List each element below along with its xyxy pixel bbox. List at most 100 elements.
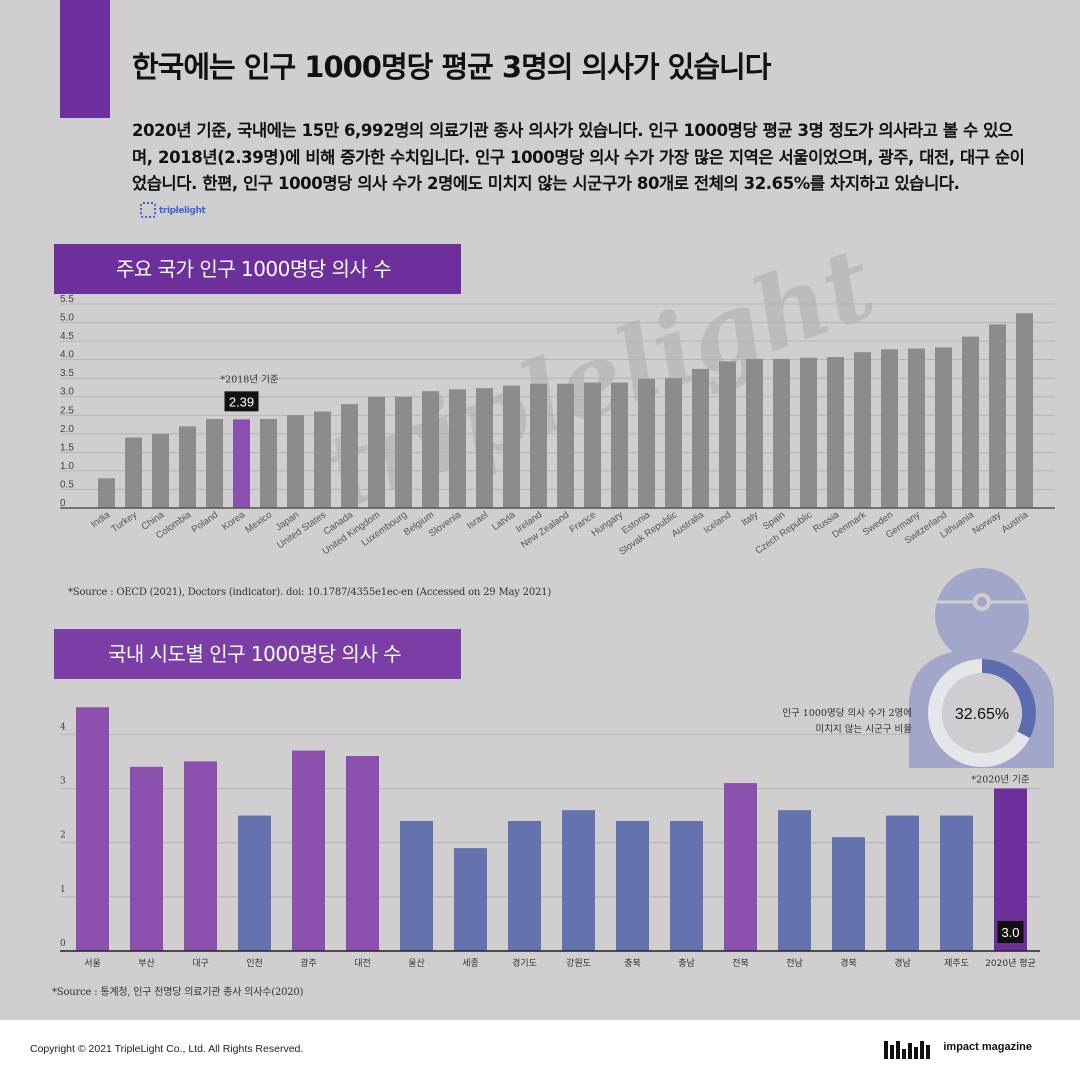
region-bar <box>940 815 973 951</box>
y-tick-label: 4 <box>60 722 66 732</box>
x-tick-label: 경남 <box>894 957 911 969</box>
bar-czech-republic <box>800 357 817 508</box>
region-bar <box>400 821 433 951</box>
x-tick-label: 부산 <box>138 958 155 969</box>
bar-austria <box>1016 313 1033 508</box>
x-tick-label: 전북 <box>732 958 749 969</box>
bar-australia <box>692 368 709 508</box>
region-bar <box>562 810 595 951</box>
bar-norway <box>989 324 1006 508</box>
region-bar <box>886 815 919 951</box>
bar-japan <box>287 415 304 508</box>
bar-colombia <box>179 426 196 508</box>
x-tick-label: 인천 <box>246 958 263 969</box>
donut-slice <box>982 659 1036 738</box>
bar-switzerland <box>935 347 952 508</box>
y-tick-label: 4.5 <box>60 331 74 342</box>
bar-italy <box>746 358 763 508</box>
highlight-label-box <box>224 391 259 412</box>
description-text: 2020년 기준, 국내에는 15만 6,992명의 의료기관 종사 의사가 있… <box>132 121 1025 193</box>
doctor-mirror-inner <box>977 597 987 607</box>
bar-united-states <box>314 411 331 508</box>
region-bar <box>508 821 541 951</box>
x-tick-label: 충남 <box>678 958 695 969</box>
region-bar <box>832 837 865 951</box>
x-tick-label: 제주도 <box>944 958 969 969</box>
highlight-note: *2018년 기준 <box>220 374 278 385</box>
region-bar <box>76 707 109 951</box>
x-tick-label: 경기도 <box>512 957 537 969</box>
region-bar <box>130 766 163 951</box>
x-tick-label: 충북 <box>624 958 641 969</box>
bar-latvia <box>503 385 520 508</box>
bar-slovenia <box>449 389 466 508</box>
region-bar <box>238 815 271 951</box>
bar-india <box>98 478 115 508</box>
bar-hungary <box>611 382 628 508</box>
donut-value-label: 32.65% <box>955 706 1009 723</box>
y-tick-label: 0 <box>60 498 66 509</box>
bar-poland <box>206 418 223 508</box>
bar-turkey <box>125 437 142 508</box>
bar-israel <box>476 388 493 508</box>
region-bar <box>670 821 703 951</box>
footer: Copyright © 2021 TripleLight Co., Ltd. A… <box>0 1020 1080 1080</box>
y-tick-label: 3.0 <box>60 387 74 398</box>
x-tick-label: 서울 <box>84 958 101 969</box>
region-chart-header: 국내 시도별 인구 1000명당 의사 수 <box>54 629 461 679</box>
y-tick-label: 5.5 <box>60 294 74 305</box>
highlight-label-box <box>997 921 1024 943</box>
y-tick-label: 3.5 <box>60 368 74 379</box>
region-bar <box>292 750 325 951</box>
region-bar <box>184 761 217 951</box>
doctor-head-icon <box>935 568 1029 662</box>
accent-bar <box>60 0 110 118</box>
y-tick-label: 2.0 <box>60 424 74 435</box>
x-tick-label: 전남 <box>786 958 803 969</box>
x-tick-label: 세종 <box>462 958 479 969</box>
x-tick-label: 광주 <box>300 957 317 969</box>
region-bar <box>616 821 649 951</box>
triplelight-logo-text: triplelight <box>159 205 206 216</box>
y-tick-label: 1.5 <box>60 442 74 453</box>
highlight-value-label: 3.0 <box>1001 925 1019 940</box>
bar-mexico <box>260 418 277 508</box>
x-tick-label: 경북 <box>840 957 857 969</box>
x-tick-label: 울산 <box>408 958 425 969</box>
donut-caption: 인구 1000명당 의사 수가 2명에 미치지 않는 시군구 비율 <box>782 708 912 735</box>
donut-hole <box>942 673 1022 753</box>
y-tick-label: 5.0 <box>60 313 74 324</box>
bar-iceland <box>719 361 736 508</box>
y-tick-label: 1.0 <box>60 461 74 472</box>
bar-spain <box>773 358 790 508</box>
copyright: Copyright © 2021 TripleLight Co., Ltd. A… <box>30 1043 304 1055</box>
bar-korea <box>233 419 250 508</box>
y-tick-label: 0.5 <box>60 479 74 490</box>
triplelight-logo-icon <box>140 202 156 219</box>
country-chart-header: 주요 국가 인구 1000명당 의사 수 <box>54 244 461 294</box>
country-chart-source: *Source : OECD (2021), Doctors (indicato… <box>68 587 552 598</box>
region-chart-source: *Source : 통계청, 인구 천명당 의료기관 종사 의사수(2020) <box>52 987 304 998</box>
brand-name: impact magazine <box>943 1041 1032 1053</box>
bar-canada <box>341 404 358 508</box>
x-tick-label: 강원도 <box>566 958 591 969</box>
bar-slovak-republic <box>665 378 682 508</box>
region-bar <box>778 810 811 951</box>
bar-belgium <box>422 391 439 508</box>
bar-denmark <box>854 352 871 508</box>
highlight-note: *2020년 기준 <box>971 775 1029 786</box>
x-tick-label: 2020년 평균 <box>985 958 1036 969</box>
description: 2020년 기준, 국내에는 15만 6,992명의 의료기관 종사 의사가 있… <box>132 118 1032 224</box>
triplelight-logo: triplelight <box>140 198 206 225</box>
x-tick-label: 대구 <box>192 958 209 969</box>
y-tick-label: 0 <box>60 939 66 949</box>
bar-china <box>152 433 169 508</box>
bar-sweden <box>881 349 898 508</box>
x-tick-label: 대전 <box>354 958 371 969</box>
y-tick-label: 4.0 <box>60 350 74 361</box>
bar-russia <box>827 357 844 508</box>
bar-france <box>584 382 601 508</box>
y-tick-label: 2.5 <box>60 405 74 416</box>
